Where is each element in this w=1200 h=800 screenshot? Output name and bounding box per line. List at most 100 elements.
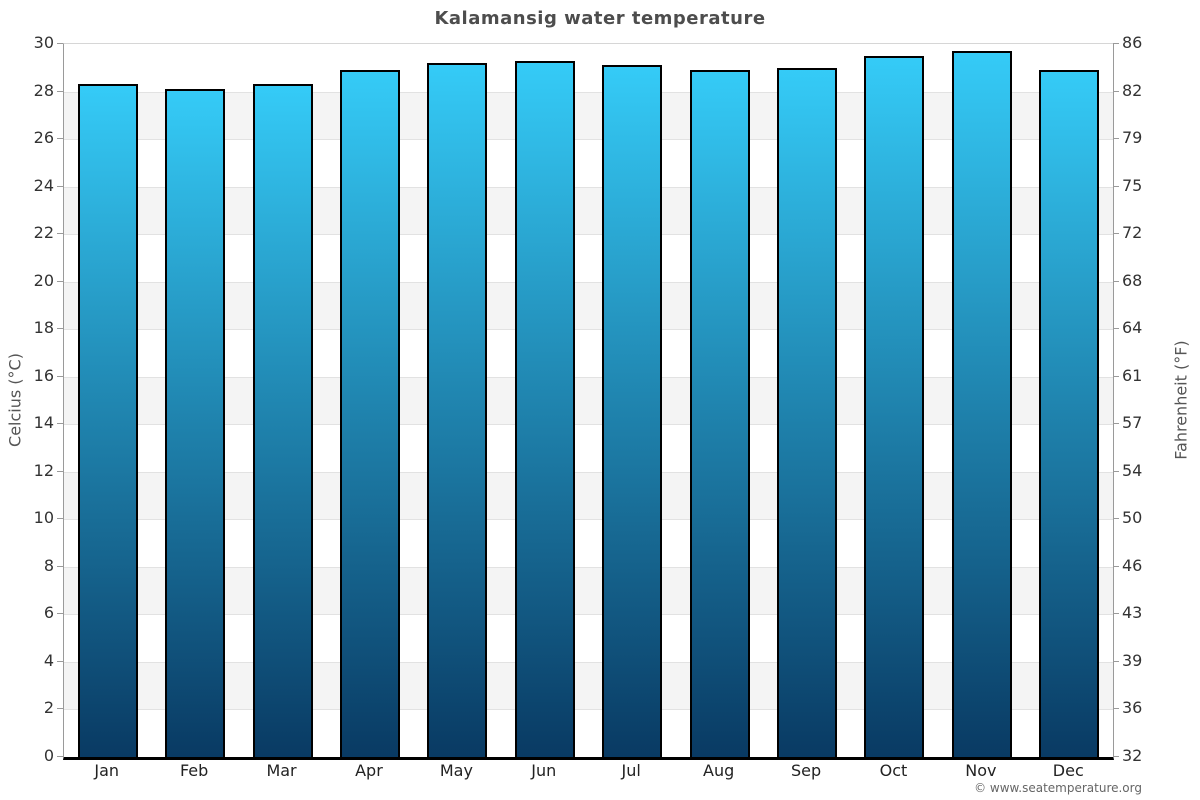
bar-jul — [602, 65, 663, 757]
tick-left — [57, 470, 63, 472]
tick-left — [57, 518, 63, 520]
y-tick-fahrenheit: 61 — [1122, 365, 1143, 385]
tick-right — [1113, 423, 1119, 425]
y-tick-celsius: 16 — [33, 365, 54, 385]
tick-left — [57, 90, 63, 92]
gridline — [64, 186, 1113, 188]
background-band — [64, 186, 1113, 235]
tick-right — [1113, 708, 1119, 710]
gridline — [64, 234, 1113, 236]
y-tick-celsius: 28 — [33, 80, 54, 100]
tick-left — [57, 280, 63, 282]
y-tick-celsius: 2 — [43, 698, 54, 718]
x-tick-oct: Oct — [879, 761, 908, 780]
y-tick-celsius: 0 — [43, 746, 54, 765]
y-tick-fahrenheit: 64 — [1122, 318, 1143, 338]
bar-jun — [514, 60, 575, 757]
background-band — [64, 329, 1113, 377]
gridline — [64, 281, 1113, 283]
bar-aug — [689, 70, 750, 757]
bar-jan — [77, 84, 138, 757]
y-axis-label-fahrenheit: Fahrenheit (°F) — [1171, 340, 1191, 460]
bar-oct — [864, 55, 925, 757]
y-tick-fahrenheit: 72 — [1122, 223, 1143, 243]
y-tick-celsius: 12 — [33, 460, 54, 480]
tick-left — [57, 708, 63, 710]
y-tick-fahrenheit: 86 — [1122, 33, 1143, 52]
background-band — [64, 709, 1113, 757]
background-band — [64, 281, 1113, 330]
y-tick-fahrenheit: 36 — [1122, 698, 1143, 718]
y-tick-celsius: 8 — [43, 555, 54, 575]
background-band — [64, 614, 1113, 662]
y-tick-celsius: 10 — [33, 508, 54, 528]
y-tick-fahrenheit: 43 — [1122, 603, 1143, 623]
y-tick-fahrenheit: 75 — [1122, 175, 1143, 195]
background-band — [64, 471, 1113, 520]
y-tick-celsius: 20 — [33, 270, 54, 290]
x-tick-apr: Apr — [355, 761, 383, 780]
x-tick-aug: Aug — [703, 761, 735, 780]
x-tick-jan: Jan — [94, 761, 120, 780]
plot-area — [63, 43, 1114, 760]
gridline — [64, 376, 1113, 378]
y-tick-celsius: 22 — [33, 223, 54, 243]
tick-left — [57, 185, 63, 187]
y-tick-fahrenheit: 82 — [1122, 80, 1143, 100]
gridline — [64, 519, 1113, 521]
gridline — [64, 614, 1113, 616]
tick-right — [1113, 470, 1119, 472]
tick-right — [1113, 138, 1119, 140]
tick-left — [57, 565, 63, 567]
background-band — [64, 91, 1113, 140]
y-tick-celsius: 24 — [33, 175, 54, 195]
y-tick-fahrenheit: 68 — [1122, 270, 1143, 290]
tick-right — [1113, 43, 1119, 44]
y-tick-fahrenheit: 50 — [1122, 508, 1143, 528]
tick-left — [57, 613, 63, 615]
copyright-text: © www.seatemperature.org — [974, 781, 1142, 795]
x-tick-mar: Mar — [266, 761, 297, 780]
gridline — [64, 91, 1113, 93]
x-tick-sep: Sep — [790, 761, 822, 780]
tick-left — [57, 423, 63, 425]
x-tick-may: May — [439, 761, 473, 780]
bar-apr — [339, 70, 400, 757]
bar-dec — [1039, 70, 1100, 757]
background-band — [64, 661, 1113, 710]
tick-right — [1113, 518, 1119, 520]
tick-right — [1113, 90, 1119, 92]
bar-nov — [951, 51, 1012, 757]
tick-right — [1113, 280, 1119, 282]
x-tick-dec: Dec — [1052, 761, 1084, 780]
tick-right — [1113, 565, 1119, 567]
background-band — [64, 566, 1113, 615]
y-tick-fahrenheit: 46 — [1122, 555, 1143, 575]
gridline — [64, 139, 1113, 141]
y-tick-fahrenheit: 39 — [1122, 650, 1143, 670]
tick-left — [57, 233, 63, 235]
chart-title: Kalamansig water temperature — [434, 8, 766, 29]
y-tick-celsius: 14 — [33, 413, 54, 433]
y-tick-celsius: 4 — [43, 650, 54, 670]
y-tick-fahrenheit: 79 — [1122, 128, 1143, 148]
bar-sep — [777, 67, 838, 757]
background-band — [64, 424, 1113, 472]
background-band — [64, 44, 1113, 92]
tick-right — [1113, 660, 1119, 662]
tick-right — [1113, 328, 1119, 330]
y-tick-celsius: 6 — [43, 603, 54, 623]
x-tick-feb: Feb — [179, 761, 209, 780]
y-tick-celsius: 26 — [33, 128, 54, 148]
tick-left — [57, 43, 63, 44]
y-tick-fahrenheit: 54 — [1122, 460, 1143, 480]
gridline — [64, 661, 1113, 663]
y-tick-fahrenheit: 57 — [1122, 413, 1143, 433]
x-tick-jun: Jun — [531, 761, 557, 780]
gridline — [64, 329, 1113, 331]
y-tick-celsius: 18 — [33, 318, 54, 338]
x-tick-nov: Nov — [965, 761, 997, 780]
tick-left — [57, 375, 63, 377]
bar-mar — [252, 84, 313, 757]
